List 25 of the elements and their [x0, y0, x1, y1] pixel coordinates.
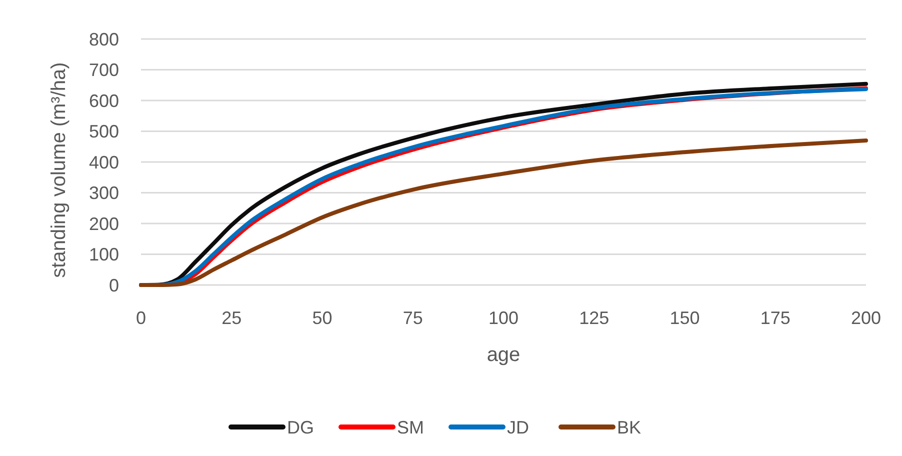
x-tick-label: 25: [222, 308, 242, 328]
y-tick-label: 400: [88, 152, 119, 172]
y-tick-label: 500: [88, 122, 119, 142]
y-tick-label: 700: [88, 60, 119, 80]
legend-label: SM: [397, 417, 424, 438]
legend-label: DG: [287, 417, 314, 438]
y-axis-title: standing volume (m³/ha): [48, 62, 70, 278]
y-tick-label: 200: [88, 214, 119, 234]
legend-label: BK: [617, 417, 642, 438]
x-tick-label: 200: [850, 308, 882, 328]
legend-label: JD: [507, 417, 529, 438]
x-tick-label: 0: [136, 308, 146, 328]
x-tick-label: 125: [579, 308, 610, 328]
y-tick-label: 300: [88, 183, 119, 204]
line-series: [139, 138, 868, 287]
x-tick-label: 75: [402, 308, 423, 328]
y-tick-label: 800: [88, 29, 119, 50]
x-tick-label: 175: [760, 308, 790, 328]
x-axis-title: age: [486, 344, 520, 366]
y-tick-label: 100: [88, 244, 119, 265]
y-tick-label: 600: [88, 90, 119, 111]
x-tick-label: 50: [312, 308, 332, 328]
y-tick-label: 0: [108, 275, 119, 296]
x-tick-label: 100: [488, 308, 519, 328]
x-tick-label: 150: [670, 308, 700, 328]
